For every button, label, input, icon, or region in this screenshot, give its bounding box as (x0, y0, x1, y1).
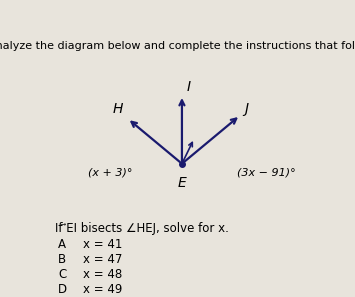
Text: H: H (113, 102, 123, 116)
Text: x = 49: x = 49 (83, 283, 122, 296)
Text: If ⃗EI bisects ∠HEJ, solve for x.: If ⃗EI bisects ∠HEJ, solve for x. (55, 222, 229, 235)
Text: E: E (178, 176, 186, 190)
Text: (x + 3)°: (x + 3)° (88, 168, 132, 178)
Text: B: B (58, 253, 66, 266)
Text: x = 48: x = 48 (83, 268, 122, 281)
Text: A: A (58, 238, 66, 251)
Text: D: D (58, 283, 67, 296)
Text: I: I (187, 80, 191, 94)
Text: x = 41: x = 41 (83, 238, 122, 251)
Text: C: C (58, 268, 66, 281)
Text: (3x − 91)°: (3x − 91)° (237, 168, 296, 178)
Text: Analyze the diagram below and complete the instructions that follow.: Analyze the diagram below and complete t… (0, 41, 355, 51)
Text: x = 47: x = 47 (83, 253, 122, 266)
Text: J: J (245, 102, 248, 116)
